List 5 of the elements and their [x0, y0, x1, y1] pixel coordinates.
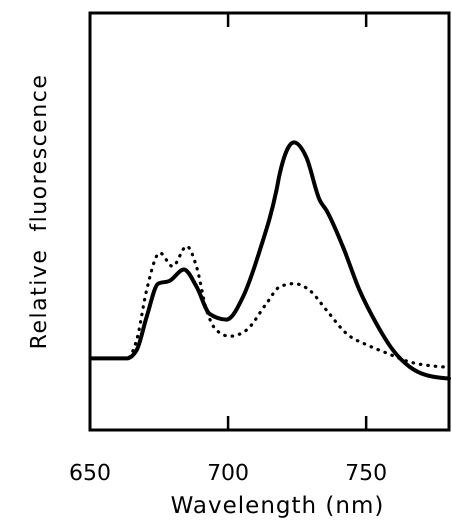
- x-axis-title: Wavelength (nm): [170, 493, 384, 519]
- x-tick-label: 750: [345, 461, 388, 486]
- x-tick-label: 650: [69, 461, 111, 486]
- x-tick-label: 700: [207, 461, 250, 486]
- y-axis-title: Relative fluorescence: [27, 74, 52, 350]
